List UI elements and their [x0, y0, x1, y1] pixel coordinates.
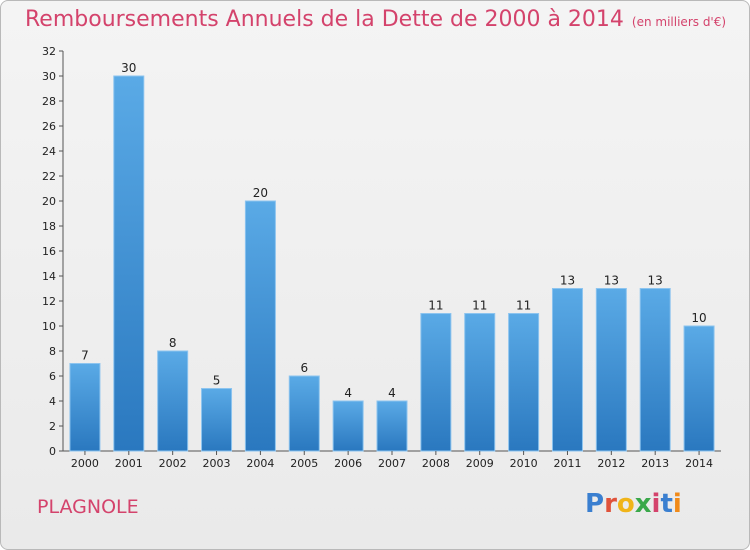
y-tick-label: 18	[42, 220, 56, 233]
logo-letter: t	[660, 489, 673, 519]
data-label: 13	[604, 274, 619, 288]
x-tick-label: 2011	[553, 457, 581, 470]
bar	[508, 313, 540, 452]
data-label: 13	[648, 274, 663, 288]
bar	[551, 288, 583, 452]
chart-title: Remboursements Annuels de la Dette de 20…	[25, 7, 726, 32]
y-tick-label: 20	[42, 195, 56, 208]
y-tick-label: 32	[42, 45, 56, 58]
x-tick-label: 2008	[422, 457, 450, 470]
location-name: PLAGNOLE	[37, 496, 139, 518]
data-label: 4	[388, 386, 396, 400]
y-tick-label: 28	[42, 95, 56, 108]
data-label: 11	[516, 299, 531, 313]
y-tick-label: 8	[49, 345, 56, 358]
x-tick-label: 2012	[597, 457, 625, 470]
y-tick-label: 0	[49, 445, 56, 458]
data-label: 7	[81, 349, 89, 363]
data-label: 10	[691, 311, 706, 325]
data-label: 11	[472, 299, 487, 313]
y-tick-label: 2	[49, 420, 56, 433]
bar	[464, 313, 496, 452]
data-label: 4	[344, 386, 352, 400]
data-label: 13	[560, 274, 575, 288]
y-tick-label: 16	[42, 245, 56, 258]
y-tick-label: 14	[42, 270, 56, 283]
proxiti-logo: Proxiti	[585, 489, 682, 519]
bar	[376, 400, 408, 452]
bar	[639, 288, 671, 452]
logo-letter: x	[634, 489, 652, 519]
data-label: 6	[300, 361, 308, 375]
unit-note: (en milliers d'€)	[631, 15, 727, 29]
x-tick-label: 2001	[115, 457, 143, 470]
logo-letter: i	[672, 489, 682, 519]
y-tick-label: 30	[42, 70, 56, 83]
y-tick-label: 24	[42, 145, 56, 158]
y-tick-label: 4	[49, 395, 56, 408]
x-tick-label: 2013	[641, 457, 669, 470]
y-tick-label: 6	[49, 370, 56, 383]
data-label: 20	[253, 186, 268, 200]
y-tick-label: 10	[42, 320, 56, 333]
y-tick-label: 26	[42, 120, 56, 133]
logo-letter: o	[616, 489, 635, 519]
y-tick-label: 22	[42, 170, 56, 183]
x-tick-label: 2007	[378, 457, 406, 470]
bar	[288, 375, 320, 452]
title-text: Remboursements Annuels de la Dette de 20…	[25, 7, 624, 32]
bar	[595, 288, 627, 452]
bar	[683, 325, 715, 452]
logo-letter: i	[651, 489, 661, 519]
data-label: 5	[213, 374, 221, 388]
x-tick-label: 2002	[159, 457, 187, 470]
bar	[332, 400, 364, 452]
bar	[113, 75, 145, 452]
bar	[69, 363, 101, 452]
y-tick-label: 12	[42, 295, 56, 308]
logo-letter: r	[604, 489, 617, 519]
x-tick-label: 2010	[510, 457, 538, 470]
x-tick-label: 2005	[290, 457, 318, 470]
data-label: 30	[121, 61, 136, 75]
x-tick-label: 2003	[203, 457, 231, 470]
bar	[420, 313, 452, 452]
bar	[157, 350, 189, 452]
x-tick-label: 2009	[466, 457, 494, 470]
x-tick-label: 2006	[334, 457, 362, 470]
logo-letter: P	[585, 489, 605, 519]
data-label: 11	[428, 299, 443, 313]
x-tick-label: 2004	[246, 457, 274, 470]
data-label: 8	[169, 336, 177, 350]
bar	[244, 200, 276, 452]
x-tick-label: 2000	[71, 457, 99, 470]
x-tick-label: 2014	[685, 457, 713, 470]
bar	[201, 388, 233, 452]
